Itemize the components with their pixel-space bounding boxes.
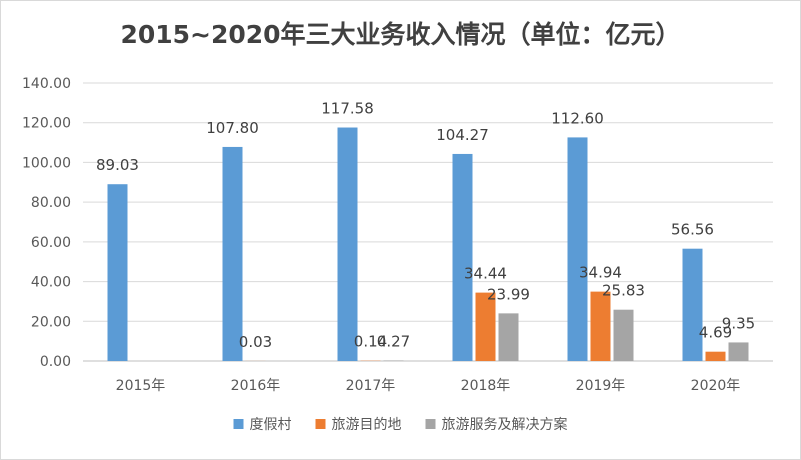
y-axis-ticks: 0.00 20.00 40.00 60.00 80.00 100.00 120.00 140.… bbox=[22, 76, 71, 370]
data-label: 104.27 bbox=[436, 126, 489, 144]
bar bbox=[590, 291, 611, 361]
y-tick-label: 20.00 bbox=[31, 314, 71, 330]
y-tick-label: 120.00 bbox=[22, 116, 71, 132]
data-label: 89.03 bbox=[96, 156, 139, 174]
data-labels: 89.03 107.80 0.03 117.58 0.140.27 104.27 34.44… bbox=[96, 100, 755, 351]
legend-swatch bbox=[315, 419, 326, 429]
bar bbox=[452, 153, 473, 361]
y-tick-label: 80.00 bbox=[31, 195, 71, 211]
gridlines bbox=[83, 82, 773, 362]
x-axis-ticks: 2015年 2016年 2017年 2018年 2019年 2020年 bbox=[116, 378, 741, 394]
bar bbox=[682, 248, 703, 361]
x-tick-label: 2016年 bbox=[231, 378, 281, 394]
chart-title: 2015~2020年三大业务收入情况（单位：亿元） bbox=[120, 20, 681, 49]
bar bbox=[383, 360, 404, 361]
data-label: 9.35 bbox=[722, 314, 755, 332]
bar bbox=[705, 351, 726, 361]
legend-swatch bbox=[233, 419, 244, 429]
data-label: 34.44 bbox=[464, 265, 507, 283]
bar bbox=[498, 313, 519, 361]
legend-label: 度假村 bbox=[250, 417, 292, 433]
data-label: 0.14 bbox=[354, 333, 387, 351]
legend-label: 旅游目的地 bbox=[332, 417, 402, 433]
data-label: 56.56 bbox=[671, 221, 714, 239]
bar bbox=[567, 137, 588, 361]
y-tick-label: 0.00 bbox=[40, 354, 71, 370]
data-label: 23.99 bbox=[487, 285, 530, 303]
legend-label: 旅游服务及解决方案 bbox=[442, 416, 568, 433]
bar bbox=[728, 342, 749, 361]
data-label: 0.03 bbox=[239, 333, 272, 351]
bars bbox=[107, 127, 749, 361]
x-tick-label: 2015年 bbox=[116, 378, 166, 394]
bar bbox=[222, 146, 243, 361]
y-tick-label: 60.00 bbox=[31, 235, 71, 251]
bar bbox=[475, 292, 496, 361]
legend-swatch bbox=[425, 419, 436, 429]
x-tick-label: 2020年 bbox=[691, 378, 741, 394]
data-label: 0.27 bbox=[377, 332, 410, 350]
y-tick-label: 100.00 bbox=[22, 155, 71, 171]
bar bbox=[107, 184, 128, 361]
data-label: 4.69 bbox=[699, 324, 732, 342]
legend: 度假村 旅游目的地 旅游服务及解决方案 bbox=[233, 416, 568, 433]
x-tick-label: 2018年 bbox=[461, 378, 511, 394]
x-tick-label: 2017年 bbox=[346, 378, 396, 394]
x-tick-label: 2019年 bbox=[576, 378, 626, 394]
bar bbox=[613, 309, 634, 361]
bar bbox=[337, 127, 358, 361]
data-label: 34.94 bbox=[579, 264, 622, 282]
y-tick-label: 40.00 bbox=[31, 275, 71, 291]
data-label: 107.80 bbox=[206, 119, 259, 137]
y-tick-label: 140.00 bbox=[22, 76, 71, 92]
data-label: 117.58 bbox=[321, 100, 374, 118]
data-label: 25.83 bbox=[602, 282, 645, 300]
data-label: 112.60 bbox=[551, 109, 604, 127]
